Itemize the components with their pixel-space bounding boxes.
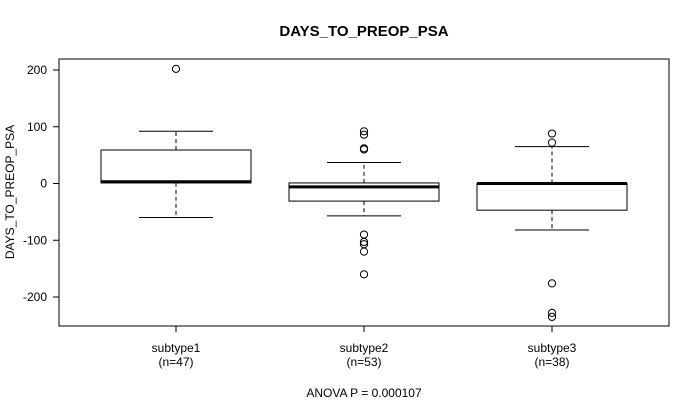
- outlier-point: [547, 138, 557, 147]
- x-category-label: subtype3: [528, 341, 577, 355]
- outlier-point: [359, 230, 369, 239]
- outlier-point: [547, 308, 557, 317]
- outlier-point: [547, 279, 557, 288]
- anova-footer: ANOVA P = 0.000107: [306, 386, 422, 400]
- box-group-subtype2: [288, 127, 440, 279]
- box-group-subtype1: [100, 64, 252, 219]
- y-axis-label: DAYS_TO_PREOP_PSA: [3, 125, 17, 259]
- x-category-count: (n=47): [158, 355, 193, 369]
- outlier-point: [359, 127, 369, 136]
- x-category-count: (n=53): [346, 355, 381, 369]
- y-tick-label: 100: [27, 120, 47, 134]
- outlier-point: [359, 145, 369, 154]
- chart-title: DAYS_TO_PREOP_PSA: [279, 23, 448, 40]
- box-groups: [100, 64, 628, 321]
- outlier-point: [547, 312, 557, 321]
- y-tick-label: 0: [40, 177, 47, 191]
- iqr-box: [476, 183, 628, 211]
- outlier-point: [171, 64, 181, 73]
- outlier-point: [547, 129, 557, 138]
- outlier-point: [359, 237, 369, 247]
- x-axis-labels: subtype1(n=47) subtype2(n=53) subtype3(n=3…: [152, 326, 577, 369]
- y-tick-label: -200: [23, 290, 47, 304]
- y-tick-label: -100: [23, 233, 47, 247]
- iqr-box: [100, 149, 252, 184]
- x-category-label: subtype1: [152, 341, 201, 355]
- outlier-point: [359, 270, 369, 279]
- outlier-point: [359, 130, 369, 139]
- y-tick-label: 200: [27, 63, 47, 77]
- x-category-label: subtype2: [340, 341, 389, 355]
- box-group-subtype3: [476, 129, 628, 321]
- x-category-count: (n=38): [534, 355, 569, 369]
- y-axis-ticks: -200 -100 0 100 200: [23, 63, 59, 304]
- outlier-point: [359, 247, 369, 256]
